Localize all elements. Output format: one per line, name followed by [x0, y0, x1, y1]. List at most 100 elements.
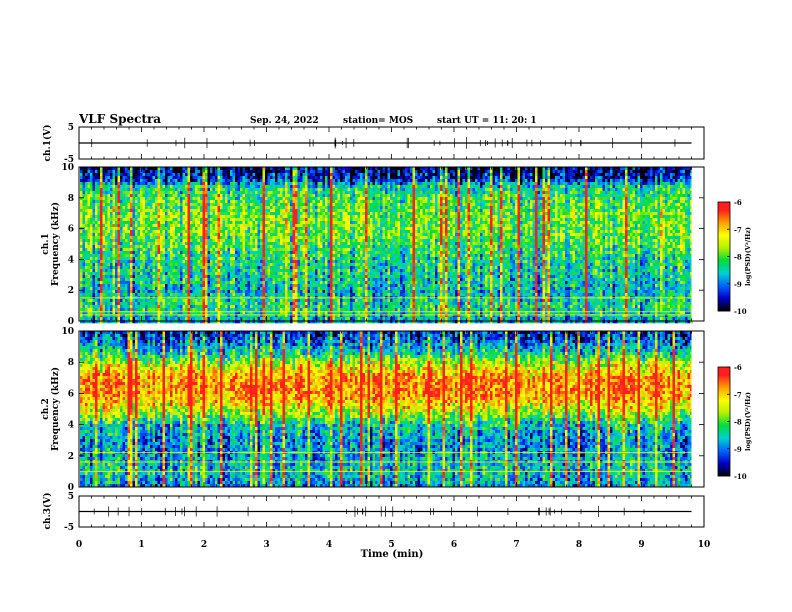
- spectrogram-cell: [170, 188, 173, 192]
- spectrogram-cell: [155, 320, 158, 324]
- spectrogram-cell: [300, 233, 303, 237]
- spectrogram-cell: [285, 242, 288, 246]
- spectrogram-cell: [297, 302, 301, 306]
- spectrogram-cell: [280, 191, 283, 195]
- spectrogram-cell: [292, 170, 296, 174]
- spectrogram-cell: [300, 200, 303, 204]
- spectrogram-cell: [265, 293, 268, 297]
- spectrogram-cell: [292, 275, 296, 279]
- spectrogram-cell: [205, 251, 208, 255]
- spectrogram-cell: [215, 194, 218, 198]
- spectrogram-cell: [120, 194, 123, 198]
- spectrogram-cell: [280, 266, 283, 270]
- spectrogram-cell: [142, 200, 146, 204]
- spectrogram-cell: [225, 260, 228, 264]
- spectrogram-cell: [200, 275, 203, 279]
- spectrogram-cell: [277, 215, 281, 219]
- spectrogram-cell: [187, 194, 191, 198]
- spectrogram-cell: [177, 215, 181, 219]
- spectrogram-cell: [122, 173, 126, 177]
- spectrogram-cell: [235, 254, 238, 258]
- spectrogram-cell: [167, 200, 171, 204]
- spectrogram-cell: [260, 269, 263, 273]
- spectrogram-cell: [125, 266, 128, 270]
- spectrogram-cell: [92, 188, 96, 192]
- spectrogram-cell: [235, 308, 238, 312]
- spectrogram-cell: [265, 299, 268, 303]
- spectrogram-cell: [217, 182, 221, 186]
- spectrogram-cell: [270, 275, 273, 279]
- spectrogram-cell: [225, 167, 228, 171]
- spectrogram-cell: [92, 320, 96, 324]
- spectrogram-cell: [222, 284, 226, 288]
- spectrogram-cell: [222, 173, 226, 177]
- spectrogram-cell: [147, 287, 151, 291]
- spectrogram-cell: [172, 311, 176, 315]
- spectrogram-cell: [307, 203, 311, 207]
- spectrogram-cell: [172, 218, 176, 222]
- spectrogram-cell: [112, 290, 116, 294]
- spectrogram-cell: [82, 317, 86, 321]
- spectrogram-cell: [95, 215, 98, 219]
- spectrogram-cell: [237, 173, 241, 177]
- spectrogram-cell: [227, 305, 231, 309]
- spectrogram-cell: [120, 317, 123, 321]
- spectrogram-cell: [235, 275, 238, 279]
- spectrogram-cell: [167, 176, 171, 180]
- spectrogram-cell: [222, 302, 226, 306]
- spectrogram-cell: [155, 254, 158, 258]
- spectrogram-cell: [80, 191, 83, 195]
- spectrogram-cell: [112, 179, 116, 183]
- spectrogram-cell: [290, 314, 293, 318]
- spectrogram-cell: [97, 284, 101, 288]
- spectrogram-cell: [202, 257, 206, 261]
- spectrogram-cell: [170, 299, 173, 303]
- spectrogram-cell: [92, 302, 96, 306]
- spectrogram-cell: [105, 299, 108, 303]
- spectrogram-cell: [172, 203, 176, 207]
- spectrogram-cell: [210, 179, 213, 183]
- spectrogram-cell: [187, 215, 191, 219]
- spectrogram-cell: [145, 245, 148, 249]
- spectrogram-cell: [175, 209, 178, 213]
- spectrogram-cell: [247, 305, 251, 309]
- spectrogram-cell: [157, 290, 161, 294]
- spectrogram-cell: [112, 314, 116, 318]
- spectrogram-cell: [302, 230, 306, 234]
- spectrogram-cell: [277, 269, 281, 273]
- spectrogram-cell: [212, 305, 216, 309]
- spectrogram-cell: [120, 290, 123, 294]
- spectrogram-cell: [142, 311, 146, 315]
- spectrogram-cell: [247, 251, 251, 255]
- spectrogram-cell: [245, 278, 248, 282]
- spectrogram-cell: [190, 191, 193, 195]
- spectrogram-cell: [172, 191, 176, 195]
- spectrogram-cell: [87, 281, 91, 285]
- spectrogram-cell: [192, 179, 196, 183]
- spectrogram-cell: [240, 209, 243, 213]
- spectrogram-cell: [200, 308, 203, 312]
- spectrogram-cell: [247, 281, 251, 285]
- spectrogram-cell: [182, 302, 186, 306]
- spectrogram-cell: [255, 170, 258, 174]
- spectrogram-cell: [215, 173, 218, 177]
- spectrogram-cell: [260, 188, 263, 192]
- spectrogram-cell: [232, 305, 236, 309]
- spectrogram-cell: [207, 224, 211, 228]
- spectrogram-cell: [160, 263, 163, 267]
- spectrogram-cell: [122, 218, 126, 222]
- spectrogram-cell: [187, 236, 191, 240]
- spectrogram-cell: [282, 293, 286, 297]
- spectrogram-cell: [175, 170, 178, 174]
- spectrogram-cell: [280, 269, 283, 273]
- spectrogram-cell: [182, 281, 186, 285]
- spectrogram-cell: [242, 248, 246, 252]
- spectrogram-cell: [170, 260, 173, 264]
- spectrogram-cell: [232, 179, 236, 183]
- spectrogram-cell: [287, 227, 291, 231]
- spectrogram-cell: [132, 227, 136, 231]
- spectrogram-cell: [130, 179, 133, 183]
- spectrogram-cell: [125, 233, 128, 237]
- spectrogram-cell: [185, 179, 188, 183]
- spectrogram-cell: [95, 176, 98, 180]
